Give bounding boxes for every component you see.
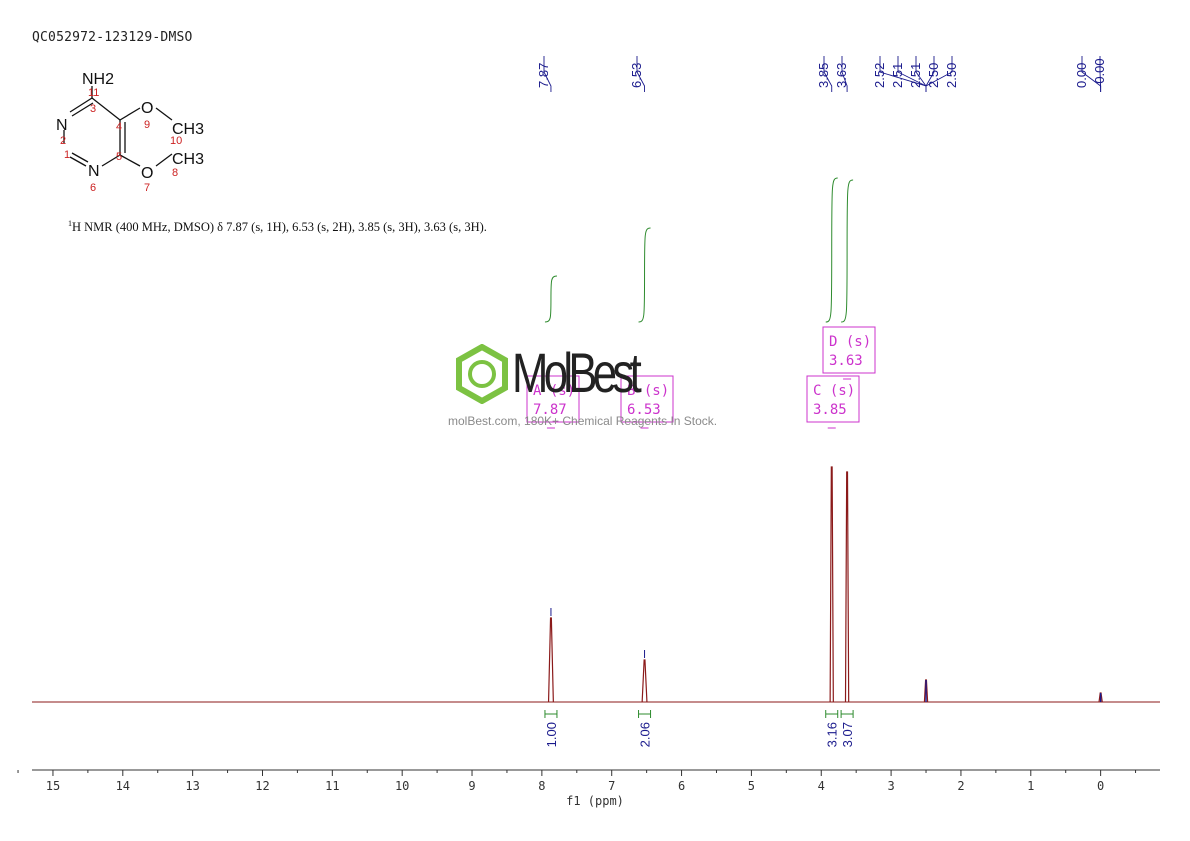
atom-number-8: 8 bbox=[172, 167, 178, 179]
spectrum-peak bbox=[844, 471, 850, 703]
x-tick-label: 14 bbox=[116, 779, 130, 793]
multiplet-shift: 7.87 bbox=[533, 402, 567, 418]
peak-label: 3.85 bbox=[816, 63, 831, 88]
x-tick-label: 4 bbox=[818, 779, 825, 793]
x-tick-label: 1 bbox=[1027, 779, 1034, 793]
atom-o9: O bbox=[141, 100, 153, 117]
multiplet-box bbox=[620, 375, 674, 423]
peak-label: 0.00 bbox=[1074, 63, 1089, 88]
atom-n6: N bbox=[88, 163, 100, 180]
x-tick-label: 13 bbox=[185, 779, 199, 793]
atom-ch3-8: CH3 bbox=[172, 151, 204, 168]
atom-number-3: 3 bbox=[90, 103, 96, 115]
peak-label-connector bbox=[841, 56, 848, 92]
x-tick-label: 7 bbox=[608, 779, 615, 793]
atom-number-5: 5 bbox=[116, 151, 122, 163]
x-tick-label: 12 bbox=[255, 779, 269, 793]
x-tick-label: 8 bbox=[538, 779, 545, 793]
multiplet-box bbox=[526, 375, 580, 423]
x-tick-label: 15 bbox=[46, 779, 60, 793]
multiplet-id: A (s) bbox=[533, 383, 575, 399]
atom-number-6: 6 bbox=[90, 182, 96, 194]
atom-nh2: NH2 bbox=[82, 71, 114, 88]
peak-label: 3.63 bbox=[834, 63, 849, 88]
watermark bbox=[450, 340, 750, 435]
peak-label: 6.53 bbox=[629, 63, 644, 88]
integral-curve bbox=[825, 177, 838, 323]
peak-label: 2.51 bbox=[908, 63, 923, 88]
x-tick-label: 11 bbox=[325, 779, 339, 793]
multiplet-shift: 3.85 bbox=[813, 402, 847, 418]
x-tick-label: 3 bbox=[887, 779, 894, 793]
nmr-description-text: H NMR (400 MHz, DMSO) δ 7.87 (s, 1H), 6.… bbox=[72, 220, 487, 235]
multiplet-shift: 3.63 bbox=[829, 353, 863, 369]
atom-number-11: 11 bbox=[88, 87, 99, 99]
spectrum-peak bbox=[547, 617, 554, 703]
peak-label: 2.52 bbox=[872, 63, 887, 88]
integral-value: 3.16 bbox=[825, 722, 840, 747]
integral-curve bbox=[841, 179, 854, 323]
atom-number-7: 7 bbox=[144, 182, 150, 194]
integral-value: 3.07 bbox=[840, 722, 855, 747]
x-tick-label: 6 bbox=[678, 779, 685, 793]
integral-curve bbox=[544, 275, 557, 323]
integral-value: 1.00 bbox=[544, 722, 559, 747]
watermark-brand: MolBest bbox=[512, 341, 642, 404]
nmr-description-superscript: 1 bbox=[68, 219, 72, 228]
spectrum-peak bbox=[641, 659, 648, 703]
peak-label-connector bbox=[823, 56, 833, 92]
integral-curve bbox=[638, 227, 651, 323]
peak-label: -0.00 bbox=[1092, 58, 1107, 88]
peak-label: 2.50 bbox=[926, 63, 941, 88]
peak-label: 2.51 bbox=[890, 63, 905, 88]
x-tick-label: 2 bbox=[957, 779, 964, 793]
atom-number-10: 10 bbox=[170, 135, 182, 147]
sample-id: QC052972-123129-DMSO bbox=[32, 30, 193, 45]
x-tick-label: 0 bbox=[1097, 779, 1104, 793]
watermark-tagline: molBest.com, 180K+ Chemical Reagents In … bbox=[448, 414, 718, 428]
atom-o7: O bbox=[141, 165, 153, 182]
peak-label-connector bbox=[1099, 56, 1102, 92]
atom-number-2: 2 bbox=[60, 135, 66, 147]
atom-number-9: 9 bbox=[144, 119, 150, 131]
multiplet-box bbox=[822, 326, 876, 374]
spectrum-peak bbox=[829, 466, 834, 703]
multiplet-id: C (s) bbox=[813, 383, 855, 399]
x-axis-label: f1 (ppm) bbox=[566, 794, 624, 808]
multiplet-shift: 6.53 bbox=[627, 402, 661, 418]
multiplet-id: D (s) bbox=[829, 334, 871, 350]
peak-label: 7.87 bbox=[536, 63, 551, 88]
atom-number-4: 4 bbox=[116, 121, 122, 133]
watermark-benzene-icon bbox=[456, 344, 508, 404]
peak-label-connector bbox=[925, 56, 953, 92]
atom-number-1: 1 bbox=[64, 149, 70, 161]
atom-ch3-10: CH3 bbox=[172, 121, 204, 138]
x-tick-label: 9 bbox=[468, 779, 475, 793]
atom-n2: N bbox=[56, 117, 68, 134]
x-tick-label: 10 bbox=[395, 779, 409, 793]
x-tick-label: 5 bbox=[748, 779, 755, 793]
peak-label: 2.50 bbox=[944, 63, 959, 88]
nmr-description: 1H NMR (400 MHz, DMSO) δ 7.87 (s, 1H), 6… bbox=[68, 219, 487, 235]
integral-value: 2.06 bbox=[638, 722, 653, 747]
multiplet-id: B (s) bbox=[627, 383, 669, 399]
molecule-structure: NH2 N N O O CH3 CH3 11 3 2 1 4 5 6 9 10 … bbox=[56, 71, 204, 194]
peak-label-connector bbox=[543, 56, 552, 92]
peak-label-connector bbox=[636, 56, 645, 92]
multiplet-box bbox=[806, 375, 860, 423]
